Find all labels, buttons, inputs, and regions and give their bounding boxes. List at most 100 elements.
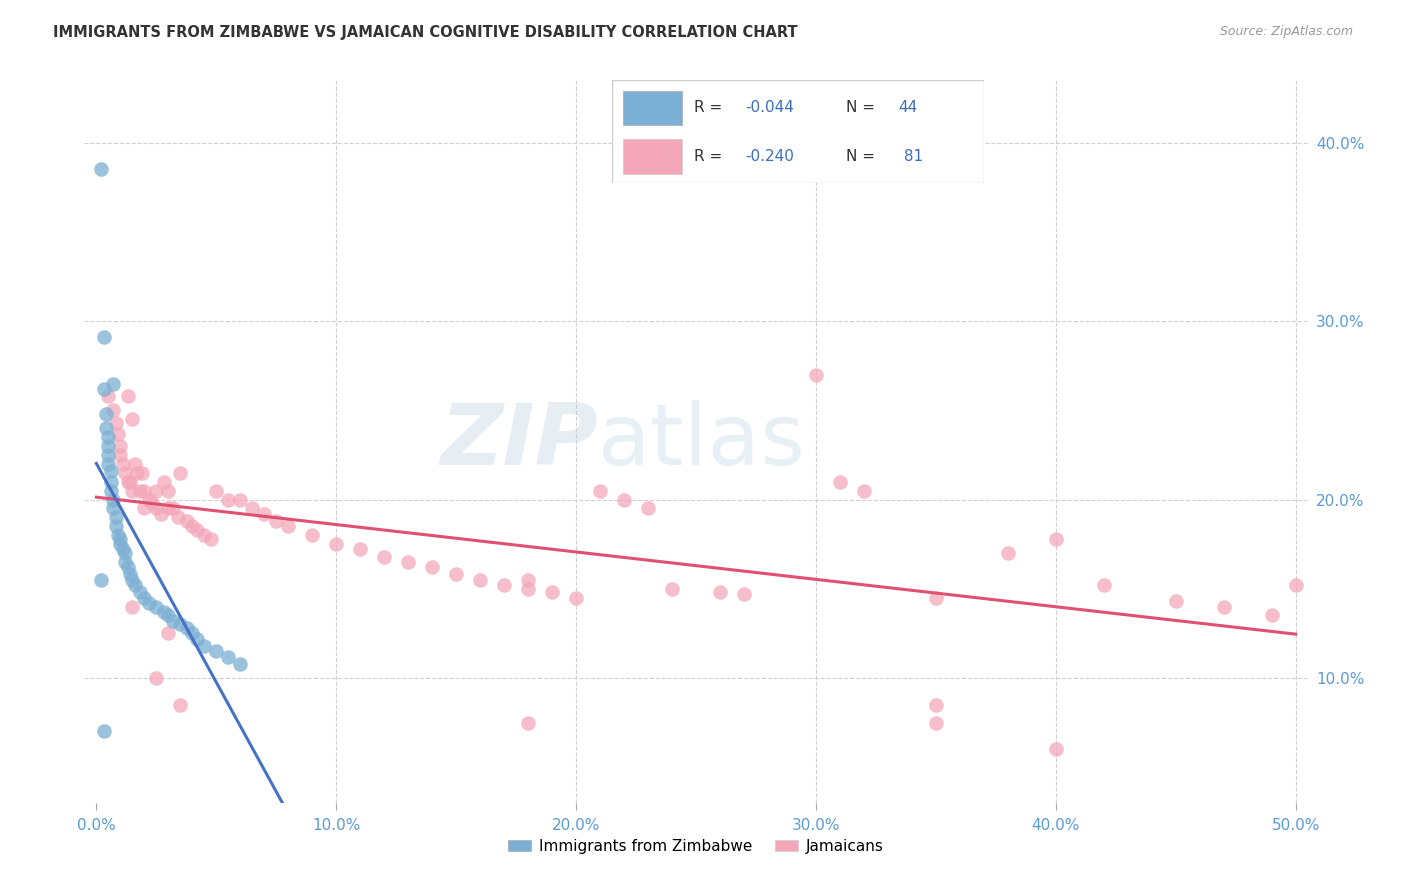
Point	[94, 407, 117, 421]
Point	[468, 573, 491, 587]
Point	[118, 475, 141, 489]
Text: N =: N =	[846, 101, 880, 115]
Point	[97, 439, 120, 453]
Legend: Immigrants from Zimbabwe, Jamaicans: Immigrants from Zimbabwe, Jamaicans	[502, 833, 890, 860]
Point	[217, 649, 239, 664]
Point	[114, 546, 136, 560]
Point	[205, 644, 228, 658]
Point	[193, 639, 215, 653]
Point	[253, 507, 276, 521]
Point	[264, 514, 287, 528]
Point	[93, 724, 115, 739]
Point	[925, 715, 948, 730]
Point	[93, 382, 115, 396]
Point	[176, 621, 198, 635]
Point	[804, 368, 827, 382]
Text: -0.044: -0.044	[745, 101, 794, 115]
Point	[124, 457, 146, 471]
Point	[110, 448, 132, 462]
Point	[517, 715, 540, 730]
Point	[145, 671, 167, 685]
Point	[107, 426, 129, 441]
Point	[217, 492, 239, 507]
Point	[134, 483, 156, 498]
Point	[94, 421, 117, 435]
Point	[121, 483, 143, 498]
Point	[110, 537, 132, 551]
Point	[100, 475, 122, 489]
FancyBboxPatch shape	[623, 91, 682, 126]
Point	[141, 496, 163, 510]
Text: N =: N =	[846, 149, 880, 164]
Point	[127, 466, 149, 480]
Point	[1092, 578, 1115, 592]
Point	[138, 492, 160, 507]
Point	[637, 501, 659, 516]
Point	[1164, 594, 1187, 608]
Point	[193, 528, 215, 542]
Point	[90, 573, 112, 587]
Point	[128, 483, 150, 498]
Point	[145, 483, 167, 498]
Point	[229, 657, 252, 671]
Point	[101, 403, 124, 417]
FancyBboxPatch shape	[623, 139, 682, 174]
Point	[111, 542, 134, 557]
Point	[134, 591, 156, 605]
Point	[541, 585, 564, 599]
Point	[114, 555, 136, 569]
Point	[124, 578, 146, 592]
Point	[517, 582, 540, 596]
Point	[157, 501, 180, 516]
Text: 44: 44	[898, 101, 918, 115]
Text: R =: R =	[693, 149, 727, 164]
Text: ZIP: ZIP	[440, 400, 598, 483]
Point	[114, 466, 136, 480]
Point	[117, 560, 139, 574]
Point	[121, 599, 143, 614]
Point	[145, 501, 167, 516]
Point	[181, 626, 204, 640]
Point	[444, 567, 467, 582]
Point	[565, 591, 588, 605]
Point	[150, 507, 173, 521]
Text: atlas: atlas	[598, 400, 806, 483]
Point	[104, 416, 127, 430]
Point	[152, 605, 174, 619]
Text: -0.240: -0.240	[745, 149, 794, 164]
Point	[121, 412, 143, 426]
Point	[118, 567, 141, 582]
Point	[169, 617, 191, 632]
Point	[200, 532, 222, 546]
Point	[100, 464, 122, 478]
Point	[138, 596, 160, 610]
Point	[100, 483, 122, 498]
FancyBboxPatch shape	[612, 80, 984, 183]
Point	[145, 599, 167, 614]
Point	[229, 492, 252, 507]
Point	[152, 475, 174, 489]
Point	[97, 430, 120, 444]
Point	[828, 475, 851, 489]
Point	[709, 585, 731, 599]
Point	[1284, 578, 1306, 592]
Point	[101, 376, 124, 391]
Point	[97, 389, 120, 403]
Point	[186, 632, 208, 646]
Point	[1260, 608, 1282, 623]
Point	[517, 573, 540, 587]
Point	[325, 537, 347, 551]
Point	[93, 330, 115, 344]
Point	[925, 698, 948, 712]
Text: 81: 81	[898, 149, 922, 164]
Point	[186, 523, 208, 537]
Point	[733, 587, 755, 601]
Point	[110, 439, 132, 453]
Point	[117, 475, 139, 489]
Point	[494, 578, 516, 592]
Point	[97, 448, 120, 462]
Point	[107, 528, 129, 542]
Point	[205, 483, 228, 498]
Point	[97, 457, 120, 471]
Point	[169, 698, 191, 712]
